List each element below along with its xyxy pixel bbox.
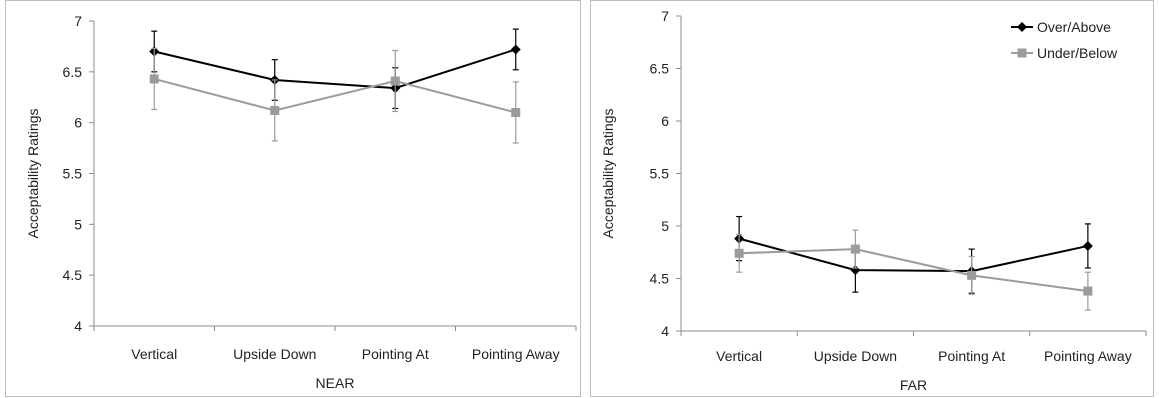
y-tick-label: 4.5 [63,267,83,283]
x-tick-label: Upside Down [814,348,897,364]
chart-svg-near: 4 4.5 5 5.5 6 6.5 7 Vertical Upside Down Pointing… [25,13,577,391]
y-tick-label: 4.5 [650,271,670,287]
x-tick-label: Vertical [131,346,177,362]
data-point-under-below [734,248,744,258]
data-point-under-below [850,244,860,254]
series-line-over-above [154,48,517,90]
chart-panel-far: 4 4.5 5 5.5 6 6.5 7 Vertical Upside Down Pointing… [590,0,1154,397]
series-line-over-above [738,237,1089,273]
legend-marker-under-below [1017,48,1027,58]
legend-marker-over-above [1017,22,1027,32]
y-tick-label: 5.5 [650,166,670,182]
y-tick-label: 7 [661,8,669,24]
x-tick-label: Pointing At [362,346,429,362]
y-tick-label: 6 [661,113,669,129]
x-tick-label: Upside Down [233,346,316,362]
data-point-under-below [967,270,977,280]
data-point-over-above [1082,240,1093,251]
series-line-under-below [739,248,1089,293]
x-tick-label: Pointing Away [472,346,560,362]
chart-panel-near: 4 4.5 5 5.5 6 6.5 7 Vertical Upside Down Pointing… [5,0,581,397]
x-tick-label: Pointing Away [1044,348,1132,364]
y-tick-label: 4 [661,323,669,339]
y-tick-label: 7 [74,13,82,29]
x-tick-label: Vertical [716,348,762,364]
y-tick-label: 4 [74,318,82,334]
data-point-over-above [510,44,521,55]
y-tick-label: 6.5 [63,64,83,80]
data-point-under-below [511,108,521,117]
chart-svg-far: 4 4.5 5 5.5 6 6.5 7 Vertical Upside Down Pointing… [600,8,1147,393]
data-point-under-below [270,105,280,115]
y-tick-label: 6 [74,115,82,131]
y-tick-label: 5 [661,218,669,234]
y-tick-label: 5.5 [63,166,83,182]
data-point-under-below [1083,286,1093,296]
x-tick-label: Pointing At [938,348,1005,364]
y-axis-title: Acceptability Ratings [25,109,41,239]
legend-label-over-above: Over/Above [1037,19,1111,35]
data-point-under-below [149,74,159,84]
y-tick-label: 6.5 [650,61,670,77]
x-axis-title: NEAR [316,375,355,391]
series-line-under-below [153,77,517,114]
legend-label-under-below: Under/Below [1037,45,1118,61]
y-tick-label: 5 [74,216,82,232]
data-point-under-below [390,76,400,86]
y-axis-title: Acceptability Ratings [600,109,616,239]
x-axis-title: FAR [900,377,927,393]
